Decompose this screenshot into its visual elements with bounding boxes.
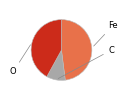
Text: C: C — [58, 46, 114, 78]
Wedge shape — [47, 50, 65, 80]
Wedge shape — [31, 20, 61, 77]
Text: O: O — [10, 45, 31, 76]
Text: Fe: Fe — [94, 21, 118, 46]
Wedge shape — [61, 20, 92, 80]
